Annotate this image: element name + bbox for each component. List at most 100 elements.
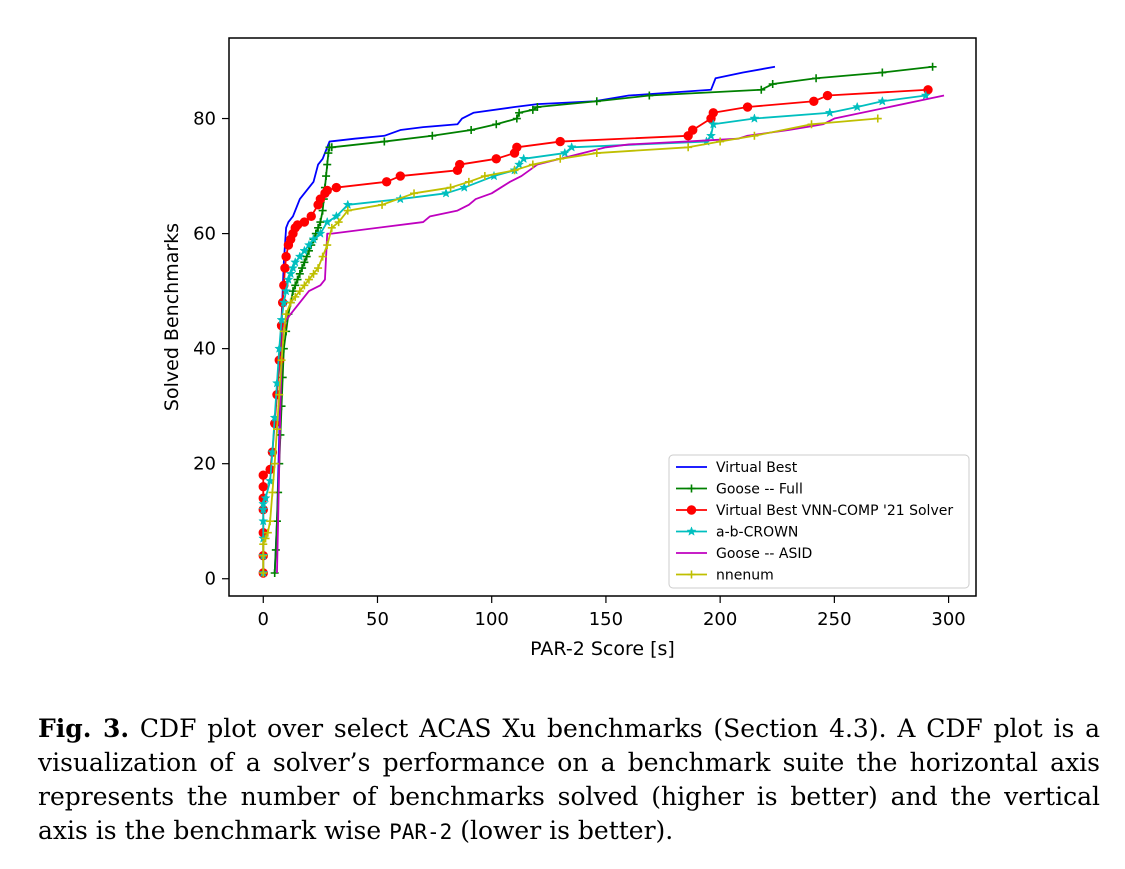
legend-label: a-b-CROWN [716, 525, 798, 541]
caption-label: Fig. 3. [38, 714, 130, 743]
data-point [299, 245, 310, 256]
plot-frame [228, 37, 977, 597]
data-point [318, 252, 327, 261]
data-point [275, 390, 284, 399]
data-point [316, 218, 325, 227]
data-point [381, 177, 392, 187]
data-point [822, 90, 833, 101]
x-tick-label: 250 [817, 609, 851, 630]
data-point [287, 262, 299, 273]
data-point [750, 131, 759, 140]
data-point [272, 425, 281, 434]
data-point [343, 206, 352, 215]
legend-item: nnenum [676, 568, 774, 584]
data-point [378, 200, 387, 209]
data-point [314, 264, 323, 273]
data-point [258, 470, 268, 480]
data-point [705, 130, 717, 141]
data-point [323, 241, 332, 250]
data-point [298, 264, 307, 273]
data-point [281, 285, 292, 296]
data-point [688, 125, 698, 135]
data-point [440, 187, 452, 198]
y-tick-label: 0 [205, 569, 216, 590]
data-point [809, 96, 819, 106]
data-point [920, 90, 931, 100]
data-point [259, 568, 268, 577]
data-point [410, 189, 419, 198]
data-point [306, 211, 316, 222]
y-tick-label: 60 [193, 224, 216, 245]
x-tick-label: 300 [931, 609, 965, 630]
data-point [293, 275, 302, 284]
data-point [318, 206, 327, 215]
data-point [559, 147, 570, 158]
data-point [512, 142, 522, 152]
data-point [278, 297, 289, 307]
y-axis-label: Solved Benchmarks [161, 223, 183, 411]
x-tick-label: 100 [475, 609, 509, 630]
data-point [322, 172, 331, 181]
data-point [446, 183, 455, 192]
data-point [258, 504, 269, 515]
data-point [258, 498, 269, 509]
data-point [528, 105, 537, 114]
legend-marker [686, 505, 697, 515]
data-point [291, 292, 300, 301]
chart-svg: 0 50 100 150 200 250 300 0 20 40 60 80 PAR-2 Score… [161, 37, 977, 660]
cdf-chart: 0 50 100 150 200 250 300 0 20 40 60 80 PAR-2 Score… [161, 37, 977, 660]
x-tick-label: 50 [366, 609, 389, 630]
data-point [812, 74, 821, 83]
data-point [928, 62, 937, 71]
data-point [294, 251, 305, 261]
data-point [308, 234, 319, 244]
data-point [283, 274, 294, 284]
data-point [303, 239, 315, 250]
data-point [288, 287, 297, 296]
caption-code: PAR-2 [389, 820, 453, 844]
data-point [300, 281, 309, 290]
legend-label: Virtual Best [716, 460, 798, 476]
data-point [268, 488, 277, 497]
caption-text: CDF plot over select ACAS Xu benchmarks … [38, 714, 1100, 845]
data-point [742, 102, 753, 112]
data-point [592, 149, 601, 158]
data-point [322, 185, 332, 196]
data-point [768, 80, 777, 89]
data-point [290, 257, 301, 267]
data-point [327, 223, 336, 232]
data-point [304, 275, 313, 284]
data-point [258, 515, 269, 526]
data-point [260, 492, 271, 503]
data-point [263, 528, 272, 537]
data-point [277, 356, 286, 365]
x-tick-label: 0 [258, 609, 269, 630]
legend-label: nnenum [716, 568, 774, 584]
data-point [528, 160, 537, 169]
data-point [327, 143, 336, 152]
data-point [324, 149, 333, 158]
data-point [300, 258, 309, 267]
data-point [299, 217, 310, 227]
data-point [309, 269, 318, 278]
legend-box [668, 454, 970, 589]
data-point [322, 216, 333, 227]
data-point [295, 269, 304, 278]
data-point [380, 137, 389, 146]
series-5 [259, 114, 882, 577]
data-point [878, 68, 887, 77]
legend-marker [686, 526, 697, 536]
data-point [467, 126, 476, 135]
x-tick-label: 150 [589, 609, 623, 630]
data-point [315, 228, 326, 238]
data-point [518, 153, 529, 164]
data-point [259, 551, 268, 560]
data-point [708, 108, 718, 118]
data-point [291, 281, 300, 290]
data-point [873, 114, 882, 123]
data-point [852, 101, 863, 112]
legend-item: Virtual Best VNN-COMP '21 Solver [676, 503, 953, 519]
data-point [492, 120, 501, 129]
data-point [279, 327, 288, 336]
legend-label: Goose -- Full [716, 482, 803, 498]
